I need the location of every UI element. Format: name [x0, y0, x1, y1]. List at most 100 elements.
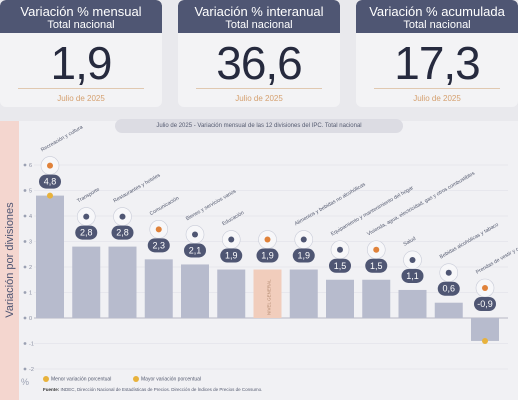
source-note: Fuente: INDEC, Dirección Nacional de Est… — [43, 387, 262, 392]
card-header: Variación % mensual Total nacional — [0, 0, 162, 33]
legend-max: Mayor variación porcentual — [133, 376, 201, 382]
legend-max-label: Mayor variación porcentual — [141, 376, 202, 383]
category-label: NIVEL GENERAL — [267, 279, 272, 315]
value-label: -0,9 — [477, 299, 493, 309]
icon-glyph — [409, 256, 416, 263]
y-tick-label: 1 — [29, 291, 32, 297]
value-label: 1,9 — [261, 251, 274, 261]
bar — [36, 195, 64, 318]
value-label: 1,9 — [225, 251, 238, 261]
category-label: Bebidas alcohólicas y tabaco — [439, 222, 500, 261]
card-title: Variación % acumulada — [369, 4, 505, 19]
chart-title: Julio de 2025 - Variación mensual de las… — [115, 119, 403, 133]
category-label: Prendas de vestir y calzado — [475, 239, 518, 276]
value-badge — [329, 258, 351, 273]
category-label: Restaurantes y hoteles — [113, 172, 162, 204]
bar — [181, 264, 209, 318]
value-badge — [365, 258, 388, 273]
y-tick-label: -2 — [29, 367, 34, 373]
y-tick-label: 5 — [29, 189, 32, 195]
category-label: Salud — [403, 236, 418, 248]
y-tick-dot — [23, 265, 27, 269]
value-label: 2,8 — [116, 228, 129, 238]
y-tick-label: 2 — [29, 265, 32, 271]
category-label: Comunicación — [149, 195, 181, 217]
y-tick-dot — [23, 367, 27, 371]
card-subtitle: Total nacional — [225, 19, 293, 31]
y-tick-label: 6 — [29, 163, 32, 169]
card-subtitle: Total nacional — [403, 19, 471, 31]
value-badge — [256, 248, 279, 263]
icon-glyph — [228, 236, 235, 243]
value-label: 2,1 — [189, 245, 202, 255]
y-tick-dot — [23, 316, 27, 320]
value-label: 2,3 — [152, 240, 165, 250]
bar — [471, 318, 499, 341]
value-badge — [184, 243, 206, 258]
bar — [398, 289, 427, 318]
value-badge — [147, 238, 170, 253]
icon-glyph — [155, 226, 162, 233]
icon-glyph — [373, 246, 380, 253]
value-badge — [39, 174, 61, 189]
card-title: Variación % interanual — [194, 4, 324, 19]
y-tick-label: 4 — [29, 214, 32, 220]
icon-glyph — [482, 285, 488, 291]
category-label: Educación — [221, 210, 245, 227]
icon-glyph — [119, 213, 126, 220]
y-tick-dot — [23, 291, 27, 294]
card-subtitle: Total nacional — [47, 19, 115, 31]
y-unit-label: % — [21, 377, 30, 387]
value-badge — [437, 281, 460, 296]
card-value: 36,6 — [216, 37, 303, 89]
card-value: 17,3 — [394, 37, 481, 89]
value-label: 2,8 — [80, 228, 93, 238]
legend-max-dot — [133, 376, 139, 382]
category-label: Transporte — [76, 187, 101, 205]
bar — [72, 246, 101, 318]
y-tick-dot — [23, 189, 27, 192]
bar-general — [253, 269, 282, 318]
icon-glyph — [300, 236, 307, 243]
category-label: Recreación y cultura — [40, 124, 84, 153]
min-marker — [482, 337, 488, 344]
value-badge — [292, 248, 315, 263]
card-interanual: Variación % interanual Total nacional 36… — [178, 0, 340, 107]
value-label: 1,1 — [406, 271, 419, 281]
card-date: Julio de 2025 — [374, 88, 500, 103]
legend-min-dot — [43, 376, 49, 382]
icon-glyph — [445, 269, 452, 276]
value-badge — [401, 268, 424, 283]
card-header: Variación % acumulada Total nacional — [356, 0, 518, 33]
value-label: 4,8 — [44, 177, 57, 187]
value-label: 1,5 — [334, 261, 347, 271]
value-badge — [75, 225, 98, 240]
card-date: Julio de 2025 — [18, 88, 144, 103]
card-header: Variación % interanual Total nacional — [178, 0, 340, 33]
card-title: Variación % mensual — [20, 4, 142, 19]
value-badge — [111, 225, 134, 240]
source-text: INDEC, Dirección Nacional de Estadística… — [60, 387, 263, 392]
y-tick-dot — [23, 342, 27, 345]
y-tick-dot — [23, 214, 27, 218]
y-axis-band — [0, 121, 19, 400]
legend-min: Menor variación porcentual — [43, 376, 111, 382]
bar — [434, 302, 463, 318]
bar — [362, 279, 391, 318]
y-tick-dot — [23, 240, 27, 243]
card-date: Julio de 2025 — [196, 88, 322, 103]
value-label: 0,6 — [442, 284, 455, 294]
value-label: 1,5 — [370, 261, 383, 271]
max-marker — [47, 192, 53, 199]
y-tick-label: 3 — [29, 240, 32, 246]
card-mensual: Variación % mensual Total nacional 1,9 J… — [0, 0, 162, 107]
card-acumulada: Variación % acumulada Total nacional 17,… — [356, 0, 518, 107]
icon-glyph — [337, 246, 343, 253]
bar — [108, 246, 137, 318]
y-tick-label: -1 — [29, 342, 34, 348]
bar — [289, 269, 318, 318]
legend-min-label: Menor variación porcentual — [51, 376, 112, 383]
icon-glyph — [192, 231, 198, 238]
value-badge — [220, 248, 243, 263]
